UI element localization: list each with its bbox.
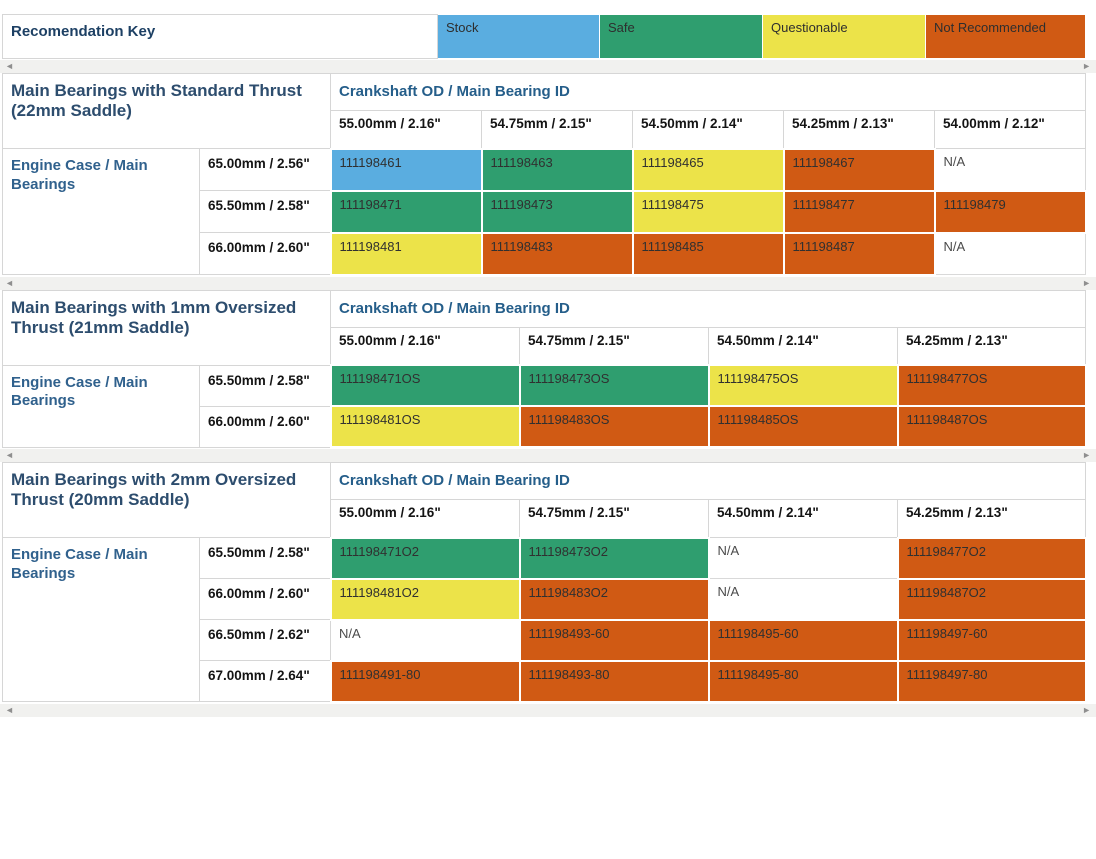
part-number-cell: 111198481OS	[329, 405, 521, 448]
bearings-table: Main Bearings with Standard Thrust (22mm…	[1, 73, 1087, 276]
column-header: 54.75mm / 2.15"	[519, 499, 709, 538]
part-number-cell: 111198491-80	[329, 659, 521, 703]
key-title: Recomendation Key	[2, 14, 438, 59]
part-number-cell: 111198475	[631, 189, 785, 234]
table-standard-thrust: Main Bearings with Standard Thrust (22mm…	[0, 73, 1096, 290]
key-table: Recomendation Key Stock Safe Questionabl…	[2, 14, 1086, 59]
part-number-cell: 111198497-80	[896, 659, 1087, 703]
part-number-cell: 111198481	[329, 231, 483, 276]
part-number-cell: 111198461	[329, 147, 483, 192]
group-header: Crankshaft OD / Main Bearing ID	[330, 462, 1086, 500]
column-header: 54.25mm / 2.13"	[897, 499, 1086, 538]
group-header: Crankshaft OD / Main Bearing ID	[330, 73, 1087, 111]
row-size-label: 67.00mm / 2.64"	[199, 660, 331, 702]
scroll-left-icon[interactable]: ◄	[5, 61, 14, 71]
column-header: 54.25mm / 2.13"	[897, 326, 1086, 366]
column-header: 54.00mm / 2.12"	[934, 110, 1087, 149]
bearings-table: Main Bearings with 2mm Oversized Thrust …	[2, 462, 1087, 703]
scroll-right-icon[interactable]: ►	[1082, 61, 1091, 71]
scroll-right-icon[interactable]: ►	[1082, 450, 1091, 460]
part-number-cell: 111198485OS	[707, 405, 899, 448]
column-header: 55.00mm / 2.16"	[330, 499, 520, 538]
row-size-label: 65.50mm / 2.58"	[198, 190, 332, 233]
part-number-cell: 111198493-60	[518, 618, 710, 662]
part-number-cell: 111198493-80	[518, 659, 710, 703]
part-number-cell: 111198473O2	[518, 536, 710, 580]
row-size-label: 65.00mm / 2.56"	[198, 148, 332, 191]
part-number-cell: 111198477O2	[896, 536, 1087, 580]
part-number-cell: 111198471	[329, 189, 483, 234]
column-header: 54.50mm / 2.14"	[632, 110, 785, 149]
part-number-cell: 111198483OS	[518, 405, 710, 448]
part-number-cell: 111198483	[480, 231, 634, 276]
column-header: 55.00mm / 2.16"	[330, 110, 483, 149]
part-number-cell: 111198471O2	[329, 536, 521, 580]
part-number-cell: 111198477OS	[896, 364, 1087, 407]
scroll-right-icon[interactable]: ►	[1082, 277, 1091, 288]
row-size-label: 65.50mm / 2.58"	[199, 364, 331, 407]
part-number-cell: 111198463	[480, 147, 634, 192]
part-number-cell: 111198483O2	[518, 577, 710, 621]
column-header: 54.50mm / 2.14"	[708, 499, 898, 538]
part-number-cell: 111198497-60	[896, 618, 1087, 662]
part-number-cell: 111198495-60	[707, 618, 899, 662]
row-size-label: 66.00mm / 2.60"	[199, 578, 331, 620]
scroll-left-icon[interactable]: ◄	[5, 277, 14, 288]
row-size-label: 66.00mm / 2.60"	[199, 405, 331, 448]
column-header: 54.25mm / 2.13"	[783, 110, 936, 149]
table-title: Main Bearings with 2mm Oversized Thrust …	[2, 462, 331, 538]
horizontal-scrollbar[interactable]: ◄ ►	[0, 276, 1096, 290]
part-number-cell: 111198473	[480, 189, 634, 234]
scroll-right-icon[interactable]: ►	[1082, 704, 1091, 715]
part-number-cell: 111198473OS	[518, 364, 710, 407]
legend-item-safe: Safe	[599, 14, 763, 59]
part-number-cell: N/A	[330, 619, 520, 661]
part-number-cell: 111198465	[631, 147, 785, 192]
horizontal-scrollbar[interactable]: ◄ ►	[0, 449, 1096, 462]
recommendation-key: Recomendation Key Stock Safe Questionabl…	[0, 14, 1096, 73]
part-number-cell: 111198471OS	[329, 364, 521, 407]
part-number-cell: 111198479	[933, 189, 1087, 234]
legend-item-not-recommended: Not Recommended	[925, 14, 1086, 59]
table-title: Main Bearings with 1mm Oversized Thrust …	[2, 289, 331, 366]
table-2mm-oversized-thrust: Main Bearings with 2mm Oversized Thrust …	[0, 462, 1096, 717]
part-number-cell: 111198481O2	[329, 577, 521, 621]
part-number-cell: N/A	[934, 232, 1087, 275]
column-header: 54.75mm / 2.15"	[519, 326, 709, 366]
legend-item-stock: Stock	[437, 14, 600, 59]
row-group-label: Engine Case / Main Bearings	[2, 364, 200, 448]
horizontal-scrollbar[interactable]: ◄ ►	[0, 703, 1096, 717]
part-number-cell: 111198487O2	[896, 577, 1087, 621]
part-number-cell: 111198475OS	[707, 364, 899, 407]
bearings-table: Main Bearings with 1mm Oversized Thrust …	[2, 289, 1087, 448]
part-number-cell: N/A	[708, 578, 898, 620]
row-size-label: 66.50mm / 2.62"	[199, 619, 331, 661]
legend-item-questionable: Questionable	[762, 14, 926, 59]
scroll-left-icon[interactable]: ◄	[5, 450, 14, 460]
row-size-label: 65.50mm / 2.58"	[199, 537, 331, 579]
horizontal-scrollbar[interactable]: ◄ ►	[0, 60, 1096, 73]
part-number-cell: 111198495-80	[707, 659, 899, 703]
table-title: Main Bearings with Standard Thrust (22mm…	[1, 73, 332, 149]
group-header: Crankshaft OD / Main Bearing ID	[330, 289, 1086, 328]
part-number-cell: 111198477	[782, 189, 936, 234]
part-number-cell: 111198467	[782, 147, 936, 192]
row-group-label: Engine Case / Main Bearings	[2, 537, 200, 702]
part-number-cell: 111198487	[782, 231, 936, 276]
part-number-cell: N/A	[934, 148, 1087, 191]
part-number-cell: 111198487OS	[896, 405, 1087, 448]
scroll-left-icon[interactable]: ◄	[5, 704, 14, 715]
part-number-cell: N/A	[708, 537, 898, 579]
part-number-cell: 111198485	[631, 231, 785, 276]
row-size-label: 66.00mm / 2.60"	[198, 232, 332, 275]
column-header: 55.00mm / 2.16"	[330, 326, 520, 366]
column-header: 54.75mm / 2.15"	[481, 110, 634, 149]
row-group-label: Engine Case / Main Bearings	[2, 148, 200, 275]
column-header: 54.50mm / 2.14"	[708, 326, 898, 366]
table-1mm-oversized-thrust: Main Bearings with 1mm Oversized Thrust …	[0, 289, 1096, 462]
